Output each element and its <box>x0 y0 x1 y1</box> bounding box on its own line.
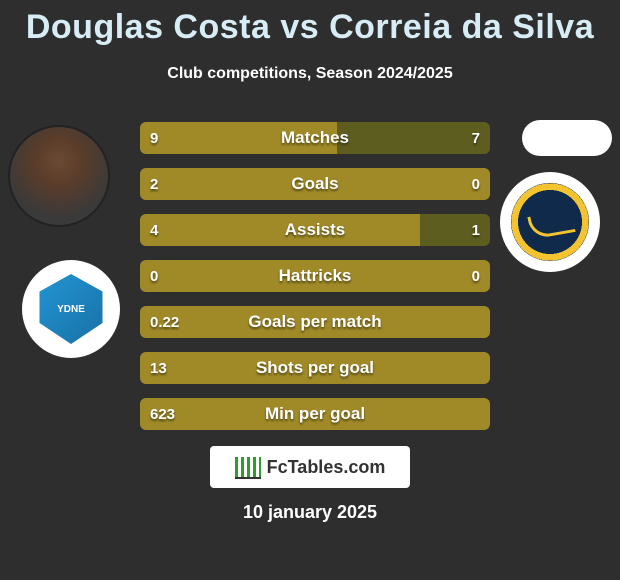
stat-row: 97Matches <box>140 122 490 154</box>
stats-bars: 97Matches 20Goals 41Assists 00Hattricks 0.22… <box>140 122 490 444</box>
page-title: Douglas Costa vs Correia da Silva <box>0 0 620 47</box>
club-badge-left: YDNE <box>22 260 120 358</box>
brand-text: FcTables.com <box>267 457 386 478</box>
mariners-icon <box>511 183 589 261</box>
stat-label: Goals <box>140 168 490 200</box>
stat-label: Assists <box>140 214 490 246</box>
stat-row: 623Min per goal <box>140 398 490 430</box>
brand-icon <box>235 457 261 477</box>
player-photo-left <box>8 125 110 227</box>
stat-row: 13Shots per goal <box>140 352 490 384</box>
page-subtitle: Club competitions, Season 2024/2025 <box>0 65 620 83</box>
flag-oval-right <box>522 120 612 156</box>
club-badge-right <box>500 172 600 272</box>
brand-badge: FcTables.com <box>210 446 410 488</box>
stat-label: Shots per goal <box>140 352 490 384</box>
footer-date: 10 january 2025 <box>0 502 620 523</box>
stat-row: 00Hattricks <box>140 260 490 292</box>
stat-row: 0.22Goals per match <box>140 306 490 338</box>
stat-label: Matches <box>140 122 490 154</box>
stat-row: 41Assists <box>140 214 490 246</box>
stat-label: Min per goal <box>140 398 490 430</box>
stat-label: Hattricks <box>140 260 490 292</box>
stat-label: Goals per match <box>140 306 490 338</box>
sydney-fc-icon: YDNE <box>36 274 106 344</box>
stat-row: 20Goals <box>140 168 490 200</box>
